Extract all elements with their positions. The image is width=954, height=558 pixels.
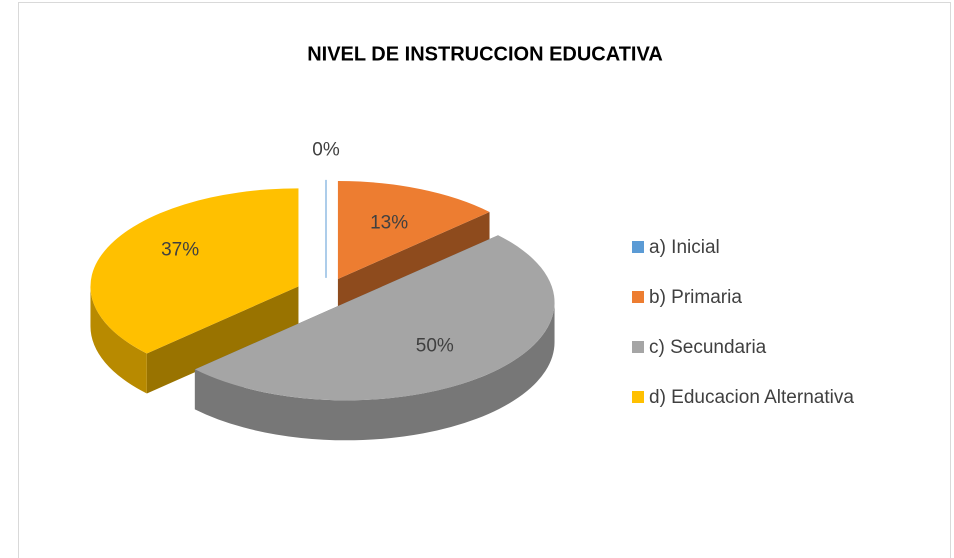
chart-title: NIVEL DE INSTRUCCION EDUCATIVA: [307, 43, 663, 65]
slice-side: [146, 286, 299, 394]
slice-wall: [90, 286, 147, 394]
legend-label: d) Educacion Alternativa: [649, 387, 854, 408]
slice-wall: [194, 302, 555, 441]
pie-slice: [90, 188, 299, 394]
data-label: 50%: [416, 336, 454, 357]
data-label: 37%: [161, 239, 199, 260]
slice-top: [194, 235, 555, 401]
legend-swatch: [632, 291, 644, 303]
slice-top: [337, 181, 490, 280]
legend-label: c) Secundaria: [649, 337, 767, 358]
slice-top: [90, 188, 299, 354]
data-label: 13%: [370, 212, 408, 233]
data-label: 0%: [312, 139, 340, 160]
legend-label: a) Inicial: [649, 237, 720, 258]
legend-swatch: [632, 391, 644, 403]
legend-swatch: [632, 341, 644, 353]
legend-swatch: [632, 241, 644, 253]
pie-slice: [194, 235, 555, 441]
legend-label: b) Primaria: [649, 287, 742, 308]
